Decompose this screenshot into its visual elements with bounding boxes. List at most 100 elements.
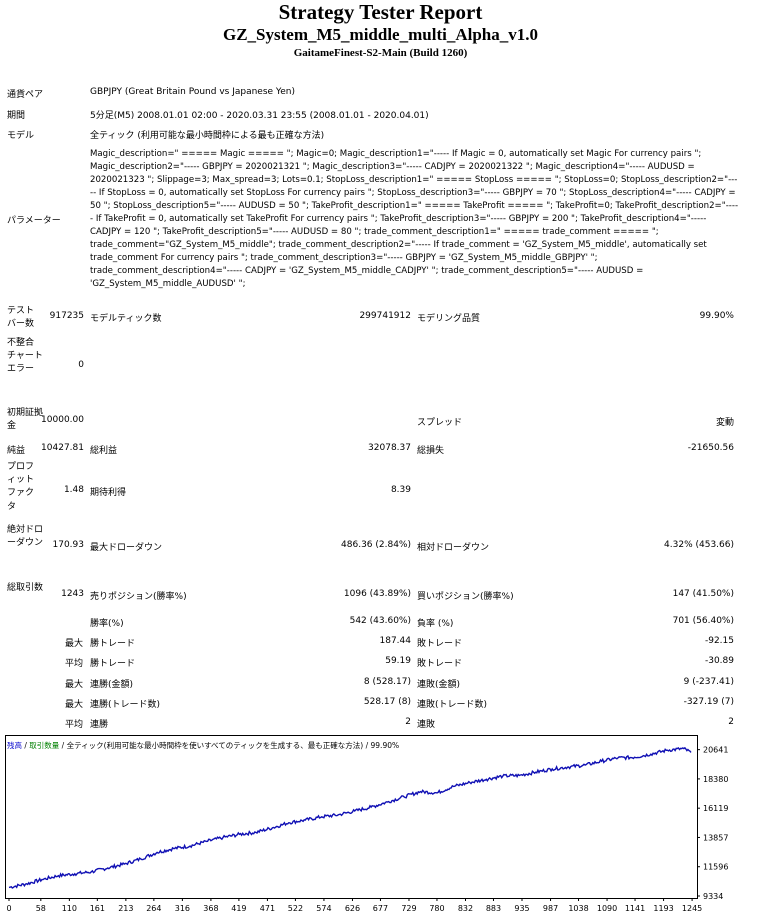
total-trades-label: 総取引数 [7,583,44,593]
cons-wins-count-value: 528.17 (8) [363,697,411,707]
x-tick-label: 626 [345,904,360,913]
bars-value: 917235 [49,311,84,321]
x-tick-label: 264 [146,904,161,913]
model-value: 全ティック (利用可能な最小時間枠による最も正確な方法) [90,131,325,141]
avg-win-label: 勝トレード [90,659,136,669]
legend-quality: 99.90% [370,741,400,750]
x-tick-label: 987 [543,904,558,913]
x-tick-label: 1193 [653,904,673,913]
largest-win-label: 勝トレード [90,639,136,649]
avg-cons-wins-label: 連勝 [90,720,109,730]
ticks-value: 299741912 [359,311,411,321]
spread-label: スプレッド [417,418,463,428]
win-pct-value: 542 (43.60%) [349,616,411,626]
x-tick-label: 368 [203,904,218,913]
profit-factor-label: プロフィットファクタ [7,462,35,512]
quality-value: 99.90% [699,311,734,321]
x-tick-label: 0 [6,904,11,913]
y-tick-label: 11596 [703,863,728,872]
cons-losses-amount-label: 連敗(金額) [417,680,461,690]
x-tick-label: 1141 [625,904,645,913]
largest-win-value: 187.44 [379,636,412,646]
ea-name: GZ_System_M5_middle_multi_Alpha_v1.0 [223,25,538,44]
spread-value: 変動 [715,418,734,428]
cons-losses-count-label: 連敗(トレード数) [417,700,488,710]
largest-loss-value: -92.15 [704,636,734,646]
legend-separator: / [363,741,371,750]
x-tick-label: 213 [118,904,133,913]
long-positions-label: 買いポジション(勝率%) [417,592,514,602]
legend-lots: 取引数量 [29,741,60,750]
expected-payoff-label: 期待利得 [90,488,127,498]
x-tick-label: 883 [486,904,501,913]
balance-chart-svg: 0 58 110 161 213 264 316 368 419 471 522 574 626 677 7… [5,735,728,913]
gross-profit-label: 総利益 [90,446,118,456]
long-positions-value: 147 (41.50%) [672,589,734,599]
maximal-label: 最大 [65,700,84,710]
x-tick-label: 110 [62,904,77,913]
loss-pct-label: 負率 (%) [417,619,454,629]
x-tick-label: 574 [316,904,331,913]
avg-cons-losses-value: 2 [728,717,734,727]
mismatch-value: 0 [78,360,84,370]
ticks-label: モデルティック数 [90,314,162,324]
expected-payoff-value: 8.39 [390,485,411,495]
y-tick-label: 16119 [703,804,728,813]
chart-legend: 残高 / 取引数量 / 全ティック(利用可能な最小時間枠を使いすべてのティックを… [7,740,399,751]
x-tick-label: 780 [429,904,444,913]
net-profit-value: 10427.81 [41,443,84,453]
legend-separator: / [22,741,30,750]
cons-wins-amount-label: 連勝(金額) [90,680,134,690]
mismatch-label: 不整合チャートエラー [7,338,43,374]
avg-cons-wins-value: 2 [405,717,411,727]
symbol-value: GBPJPY (Great Britain Pound vs Japanese … [90,87,295,97]
average-cons-label: 平均 [65,720,84,730]
max-drawdown-value: 486.36 (2.84%) [341,540,411,550]
y-tick-label: 18380 [703,775,728,784]
report-title: Strategy Tester Report [278,0,483,24]
gross-profit-value: 32078.37 [368,443,411,453]
short-positions-value: 1096 (43.89%) [343,589,411,599]
abs-drawdown-label: 絶対ドローダウン [7,525,44,548]
x-tick-label: 832 [458,904,473,913]
x-tick-label: 935 [514,904,529,913]
bars-label: テストバー数 [7,306,35,329]
y-tick-label: 13857 [703,833,728,842]
x-tick-label: 161 [90,904,105,913]
x-tick-label: 677 [373,904,388,913]
average-label: 平均 [65,659,84,669]
plot-frame [5,735,698,899]
deposit-label: 初期証拠金 [7,408,44,431]
params-value: Magic_description=" ===== Magic ===== ";… [90,149,739,290]
period-value: 5分足(M5) 2008.01.01 02:00 - 2020.03.31 23… [90,111,429,121]
x-tick-label: 522 [288,904,303,913]
avg-cons-losses-label: 連敗 [417,720,436,730]
cons-wins-count-label: 連勝(トレード数) [90,700,161,710]
x-tick-label: 316 [175,904,190,913]
rel-drawdown-value: 4.32% (453.66) [664,540,734,550]
cons-losses-amount-value: 9 (-237.41) [683,677,734,687]
avg-loss-label: 敗トレード [417,659,463,669]
symbol-label: 通貨ペア [7,90,44,100]
balance-chart: 0 58 110 161 213 264 316 368 419 471 522 574 626 677 7… [5,735,757,917]
avg-win-value: 59.19 [385,656,411,666]
cons-losses-count-value: -327.19 (7) [683,697,734,707]
x-tick-label: 419 [231,904,246,913]
total-trades-value: 1243 [61,589,84,599]
y-tick-label: 9334 [703,892,723,901]
legend-model: 全ティック(利用可能な最小時間枠を使いすべてのティックを生成する、最も正確な方法… [66,741,364,750]
y-tick-label: 20641 [703,746,728,755]
x-tick-label: 471 [260,904,275,913]
gross-loss-value: -21650.56 [687,443,734,453]
x-tick-label: 729 [401,904,416,913]
quality-label: モデリング品質 [417,314,481,324]
balance-line [8,746,692,889]
cons-wins-amount-value: 8 (528.17) [363,677,411,687]
server-name: GaitameFinest-S2-Main (Build 1260) [293,47,468,59]
gross-loss-label: 総損失 [417,446,445,456]
largest-label: 最大 [65,639,84,649]
x-tick-label: 58 [36,904,46,913]
abs-drawdown-value: 170.93 [52,540,85,550]
deposit-value: 10000.00 [41,415,84,425]
largest-loss-label: 敗トレード [417,639,463,649]
